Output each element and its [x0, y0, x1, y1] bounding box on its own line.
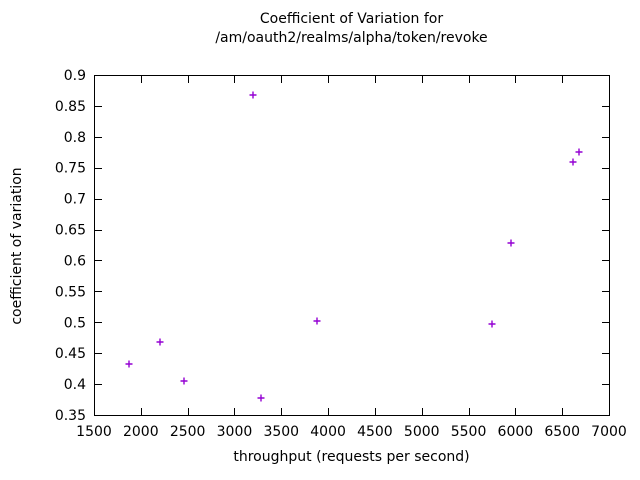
svg-text:2000: 2000	[123, 424, 159, 440]
svg-text:0.5: 0.5	[64, 315, 86, 331]
svg-text:0.65: 0.65	[55, 223, 86, 239]
svg-text:0.4: 0.4	[64, 377, 86, 393]
svg-text:0.7: 0.7	[64, 192, 86, 208]
data-point-marker	[507, 239, 515, 247]
svg-text:4500: 4500	[357, 424, 393, 440]
svg-text:5000: 5000	[404, 424, 440, 440]
chart-title: Coefficient of Variation for /am/oauth2/…	[94, 10, 609, 48]
svg-text:0.75: 0.75	[55, 161, 86, 177]
svg-text:0.8: 0.8	[64, 130, 86, 146]
svg-text:4000: 4000	[310, 424, 346, 440]
data-point-marker	[156, 338, 164, 346]
svg-text:2500: 2500	[170, 424, 206, 440]
svg-text:5500: 5500	[451, 424, 487, 440]
data-point-marker	[180, 377, 188, 385]
svg-text:0.6: 0.6	[64, 253, 86, 269]
svg-text:3000: 3000	[217, 424, 253, 440]
svg-text:0.85: 0.85	[55, 99, 86, 115]
data-point-marker	[313, 317, 321, 325]
svg-text:0.9: 0.9	[64, 68, 86, 84]
y-tick-labels: 0.35 0.4 0.45 0.5 0.55 0.6 0.65 0.7 0.75 0.8 0.85 0…	[55, 68, 86, 424]
svg-text:6000: 6000	[498, 424, 534, 440]
svg-text:1500: 1500	[76, 424, 112, 440]
x-tick-labels: 1500 2000 2500 3000 3500 4000 4500 5000 5500 6000…	[76, 424, 627, 440]
svg-text:0.45: 0.45	[55, 346, 86, 362]
data-point-marker	[575, 148, 583, 156]
svg-text:6500: 6500	[544, 424, 580, 440]
svg-text:0.55: 0.55	[55, 284, 86, 300]
plot-border-and-ticks	[94, 75, 610, 416]
chart-title-line1: Coefficient of Variation for	[259, 11, 444, 27]
data-point-marker	[249, 91, 257, 99]
svg-text:0.35: 0.35	[55, 408, 86, 424]
svg-text:7000: 7000	[591, 424, 627, 440]
data-point-marker	[125, 360, 133, 368]
data-points	[125, 91, 583, 402]
data-point-marker	[488, 320, 496, 328]
data-point-marker	[569, 158, 577, 166]
data-point-marker	[257, 394, 265, 402]
chart-title-line2: /am/oauth2/realms/alpha/token/revoke	[215, 30, 488, 46]
x-axis-label: throughput (requests per second)	[233, 449, 470, 465]
svg-text:3500: 3500	[263, 424, 299, 440]
